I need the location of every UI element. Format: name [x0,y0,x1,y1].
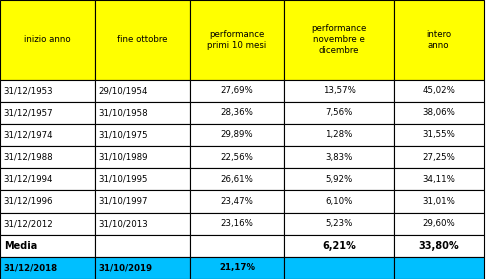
Bar [190,213,284,235]
Text: 26,61%: 26,61% [221,175,253,184]
Bar [190,80,284,102]
Bar [0,257,95,279]
Bar [284,190,394,213]
Bar [394,80,484,102]
Bar [190,124,284,146]
Text: performance
novembre e
dicembre: performance novembre e dicembre [312,24,366,55]
Text: 31,55%: 31,55% [422,130,455,140]
Text: 31/10/1958: 31/10/1958 [99,108,148,117]
Text: Media: Media [4,241,37,251]
Bar [190,168,284,190]
Bar [284,257,394,279]
Bar [95,102,190,124]
Text: 29,60%: 29,60% [422,219,455,228]
Bar [0,146,95,168]
Bar [284,80,394,102]
Text: 45,02%: 45,02% [422,86,455,95]
Bar [284,213,394,235]
Bar [95,146,190,168]
Bar [95,190,190,213]
Text: 38,06%: 38,06% [422,108,455,117]
Bar [95,235,190,257]
Bar [394,168,484,190]
Text: performance
primi 10 mesi: performance primi 10 mesi [208,30,266,50]
Bar [284,124,394,146]
Text: 1,28%: 1,28% [325,130,353,140]
Text: 29/10/1954: 29/10/1954 [99,86,148,95]
Text: 5,23%: 5,23% [325,219,353,228]
Text: 31,01%: 31,01% [422,197,455,206]
Text: 31/10/2019: 31/10/2019 [99,263,153,272]
Bar [0,213,95,235]
Text: 31/12/1957: 31/12/1957 [4,108,53,117]
Bar [284,235,394,257]
Text: 31/10/1997: 31/10/1997 [99,197,148,206]
Bar [284,0,394,80]
Text: 31/12/1994: 31/12/1994 [4,175,53,184]
Text: 31/12/1996: 31/12/1996 [4,197,53,206]
Text: intero
anno: intero anno [426,30,451,50]
Text: 21,17%: 21,17% [219,263,255,272]
Bar [394,235,484,257]
Bar [95,168,190,190]
Text: 5,92%: 5,92% [325,175,353,184]
Bar [0,0,95,80]
Bar [190,190,284,213]
Bar [190,0,284,80]
Text: 33,80%: 33,80% [418,241,459,251]
Text: 6,10%: 6,10% [325,197,353,206]
Text: 13,57%: 13,57% [323,86,355,95]
Bar [190,235,284,257]
Bar [284,102,394,124]
Bar [394,146,484,168]
Text: 23,16%: 23,16% [221,219,253,228]
Text: 7,56%: 7,56% [325,108,353,117]
Bar [95,80,190,102]
Bar [190,146,284,168]
Text: 31/10/1975: 31/10/1975 [99,130,148,140]
Text: 31/12/1953: 31/12/1953 [4,86,53,95]
Bar [0,168,95,190]
Text: 27,25%: 27,25% [422,153,455,162]
Bar [394,213,484,235]
Text: 31/12/1988: 31/12/1988 [4,153,53,162]
Text: 3,83%: 3,83% [325,153,353,162]
Bar [0,80,95,102]
Text: 28,36%: 28,36% [221,108,253,117]
Bar [0,235,95,257]
Text: 31/12/2018: 31/12/2018 [4,263,58,272]
Bar [95,257,190,279]
Bar [284,168,394,190]
Text: 29,89%: 29,89% [221,130,253,140]
Text: 31/10/2013: 31/10/2013 [99,219,148,228]
Text: fine ottobre: fine ottobre [117,35,167,44]
Bar [394,124,484,146]
Text: 31/12/1974: 31/12/1974 [4,130,53,140]
Bar [394,0,484,80]
Text: 31/12/2012: 31/12/2012 [4,219,53,228]
Bar [284,146,394,168]
Bar [190,102,284,124]
Bar [0,124,95,146]
Text: 23,47%: 23,47% [221,197,253,206]
Text: 31/10/1989: 31/10/1989 [99,153,148,162]
Bar [0,190,95,213]
Text: 22,56%: 22,56% [221,153,253,162]
Bar [394,257,484,279]
Text: 27,69%: 27,69% [221,86,253,95]
Bar [95,0,190,80]
Bar [190,257,284,279]
Bar [394,102,484,124]
Bar [394,190,484,213]
Bar [0,102,95,124]
Bar [95,213,190,235]
Text: 6,21%: 6,21% [322,241,356,251]
Bar [95,124,190,146]
Text: 31/10/1995: 31/10/1995 [99,175,148,184]
Text: inizio anno: inizio anno [24,35,70,44]
Text: 34,11%: 34,11% [422,175,455,184]
